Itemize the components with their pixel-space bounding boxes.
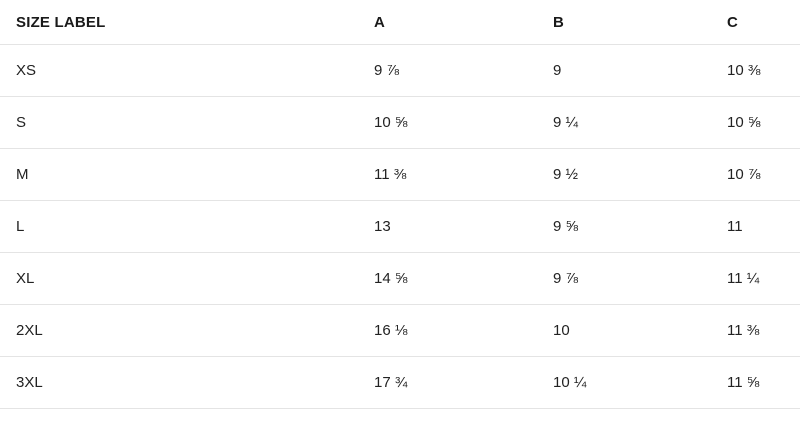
table-row: 3XL 17 ¾ 10 ¼ 11 ⅝: [0, 357, 800, 409]
table-row: 2XL 16 ⅛ 10 11 ⅜: [0, 305, 800, 357]
measure-a-cell: 17 ¾: [374, 374, 408, 391]
measure-a-cell: 9 ⅞: [374, 62, 400, 79]
measure-b-cell: 9 ⅞: [553, 270, 579, 287]
table-row: L 13 9 ⅝ 11: [0, 201, 800, 253]
measure-b-cell: 10: [553, 322, 570, 339]
measure-b-cell: 9 ¼: [553, 114, 579, 131]
measure-a-cell: 16 ⅛: [374, 322, 408, 339]
size-cell: 2XL: [16, 322, 43, 339]
measure-c-cell: 11: [727, 218, 743, 235]
table-row: S 10 ⅝ 9 ¼ 10 ⅝: [0, 97, 800, 149]
table-body: XS 9 ⅞ 9 10 ⅜ S 10 ⅝ 9 ¼ 10 ⅝ M 11 ⅜ 9 ½…: [0, 45, 800, 409]
size-cell: XL: [16, 270, 35, 287]
measure-c-cell: 11 ⅝: [727, 374, 760, 391]
size-cell: M: [16, 166, 29, 183]
table-row: M 11 ⅜ 9 ½ 10 ⅞: [0, 149, 800, 201]
header-size-label: SIZE LABEL: [16, 13, 106, 31]
measure-a-cell: 13: [374, 218, 391, 235]
size-cell: S: [16, 114, 27, 131]
measure-c-cell: 11 ⅜: [727, 322, 760, 339]
table-header-row: SIZE LABEL A B C: [0, 0, 800, 45]
table-row: XL 14 ⅝ 9 ⅞ 11 ¼: [0, 253, 800, 305]
measure-c-cell: 10 ⅝: [727, 114, 761, 131]
header-col-c: C: [727, 13, 739, 31]
size-cell: XS: [16, 62, 37, 79]
measure-a-cell: 10 ⅝: [374, 114, 408, 131]
measure-b-cell: 10 ¼: [553, 374, 587, 391]
measure-b-cell: 9 ⅝: [553, 218, 579, 235]
size-cell: L: [16, 218, 25, 235]
measure-b-cell: 9 ½: [553, 166, 579, 183]
table-row: XS 9 ⅞ 9 10 ⅜: [0, 45, 800, 97]
measure-b-cell: 9: [553, 62, 562, 79]
measure-c-cell: 10 ⅜: [727, 62, 761, 79]
measure-c-cell: 10 ⅞: [727, 166, 761, 183]
header-col-a: A: [374, 13, 386, 31]
size-chart-table: SIZE LABEL A B C XS 9 ⅞ 9 10 ⅜ S 10 ⅝ 9 …: [0, 0, 800, 409]
measure-a-cell: 14 ⅝: [374, 270, 408, 287]
measure-a-cell: 11 ⅜: [374, 166, 407, 183]
header-col-b: B: [553, 13, 565, 31]
measure-c-cell: 11 ¼: [727, 270, 760, 287]
size-cell: 3XL: [16, 374, 43, 391]
